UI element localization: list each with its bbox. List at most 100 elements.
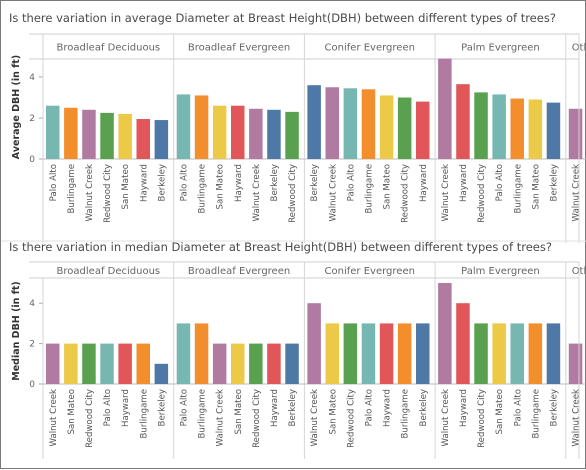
bar[interactable] [212,343,227,384]
bar[interactable] [64,343,78,384]
bar[interactable] [267,343,281,384]
bar[interactable] [416,323,430,384]
bar[interactable] [285,343,299,384]
bar[interactable] [397,323,412,384]
bar[interactable] [528,99,543,159]
category-label: San Mateo [495,389,505,435]
bar[interactable] [546,102,561,159]
bar[interactable] [249,343,263,384]
bar[interactable] [231,105,245,159]
bar[interactable] [194,95,209,159]
category-label: San Mateo [121,164,131,210]
bar[interactable] [212,105,227,159]
bar[interactable] [176,94,191,159]
category-label: Redwood City [288,164,298,223]
bar[interactable] [154,120,169,159]
bar[interactable] [492,323,506,384]
bar[interactable] [46,105,60,159]
bar[interactable] [100,112,114,159]
bar[interactable] [456,303,470,384]
bar[interactable] [568,108,583,159]
category-label: Redwood City [346,389,356,448]
chart-1: Is there variation in average Diameter a… [9,11,586,243]
bar[interactable] [307,85,321,159]
category-label: Hayward [419,164,429,202]
category-label: Hayward [270,389,280,427]
panel-header: Broadleaf Deciduous [57,43,161,54]
bar[interactable] [528,323,543,384]
bar[interactable] [438,58,452,159]
bar[interactable] [546,323,561,384]
panel-header: Palm Evergreen [461,266,540,277]
category-label: Burlingame [139,389,149,438]
bar[interactable] [568,343,583,384]
bar[interactable] [474,323,488,384]
bar[interactable] [325,323,340,384]
bar[interactable] [325,87,340,159]
bar[interactable] [379,95,394,159]
bar[interactable] [118,113,132,159]
category-label: Berkeley [549,389,559,426]
bar[interactable] [438,283,452,384]
bar[interactable] [194,323,209,384]
bar[interactable] [307,303,321,384]
bar[interactable] [343,323,358,384]
category-label: Walnut Creek [441,164,451,222]
category-label: Redwood City [477,389,487,448]
panel-header: Conifer Evergreen [325,266,415,277]
category-label: Walnut Creek [572,389,582,447]
category-label: Berkeley [288,389,298,426]
bar[interactable] [267,109,281,159]
category-label: Walnut Creek [328,164,338,222]
bar[interactable] [361,323,376,384]
chart-title: Is there variation in average Diameter a… [9,11,556,25]
bar[interactable] [82,343,96,384]
bar[interactable] [510,98,525,159]
bar[interactable] [46,343,60,384]
bar[interactable] [118,343,132,384]
bar[interactable] [285,111,299,159]
category-label: Hayward [383,389,393,427]
bar[interactable] [136,343,151,384]
bar[interactable] [379,323,394,384]
panel-broadleaf-evergreen: Broadleaf Evergreen Palo Alto Burlingame Wa… [173,262,305,459]
bar[interactable] [136,119,151,159]
category-label: Burlingame [531,389,541,438]
category-label: San Mateo [234,389,244,435]
category-label: San Mateo [383,164,393,210]
category-label: Redwood City [477,164,487,223]
bar[interactable] [154,363,169,384]
bar[interactable] [249,108,263,159]
category-label: Palo Alto [513,389,523,426]
bar[interactable] [510,323,525,384]
category-label: Walnut Creek [216,389,226,447]
bar[interactable] [416,101,430,159]
bar[interactable] [456,84,470,159]
bar[interactable] [82,109,96,159]
category-label: Burlingame [198,164,208,213]
bar[interactable] [176,323,191,384]
bar[interactable] [492,94,506,159]
category-label: Palo Alto [346,164,356,201]
category-label: Berkeley [419,389,429,426]
category-label: Burlingame [513,164,523,213]
bar[interactable] [100,343,114,384]
bar[interactable] [231,343,245,384]
panel-header: Broadleaf Evergreen [188,266,290,277]
bar[interactable] [64,107,78,159]
y-tick-label: 2 [29,114,35,124]
panel-broadleaf-deciduous: Broadleaf Deciduous Palo Alto Burlingame Wa… [42,34,174,243]
category-label: Palo Alto [495,164,505,201]
panel-broadleaf-deciduous: Broadleaf Deciduous Walnut Creek San Mateo… [42,266,174,459]
category-label: Palo Alto [364,389,374,426]
panel-header: Conifer Evergreen [325,43,415,54]
bar[interactable] [474,92,488,159]
bar[interactable] [361,89,376,159]
panel-palm-evergreen: Palm Evergreen Walnut Creek Hayward Redwood… [434,34,566,243]
bar[interactable] [397,97,412,160]
y-tick-label: 2 [29,340,35,350]
category-label: Walnut Creek [252,164,262,222]
bar[interactable] [343,88,358,159]
category-label: San Mateo [531,164,541,210]
